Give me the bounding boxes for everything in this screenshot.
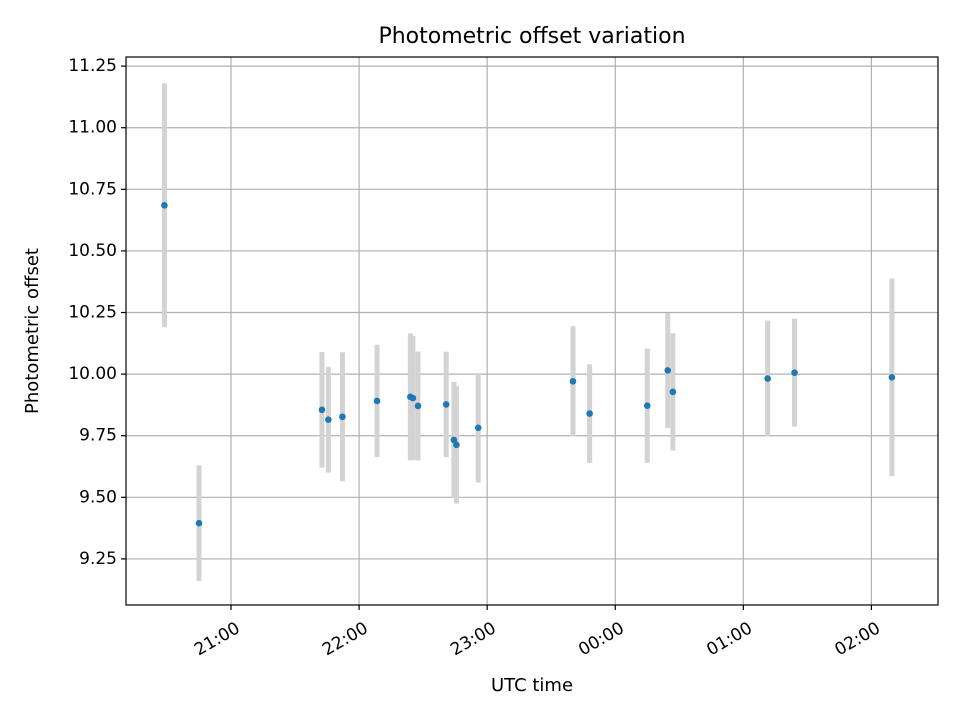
data-point-8 bbox=[414, 402, 422, 410]
data-point-19 bbox=[791, 369, 798, 376]
data-points bbox=[161, 202, 896, 527]
x-axis-label: UTC time bbox=[491, 675, 573, 696]
data-point-15 bbox=[643, 402, 651, 409]
data-point-4 bbox=[339, 413, 346, 421]
plot-frame bbox=[125, 56, 939, 606]
y-tick-label-2: 9.75 bbox=[79, 426, 117, 446]
data-point-20 bbox=[888, 374, 896, 381]
data-point-5 bbox=[373, 397, 381, 405]
data-point-11 bbox=[453, 441, 460, 449]
y-tick-label-1: 9.50 bbox=[79, 487, 117, 507]
data-point-3 bbox=[325, 416, 332, 424]
data-point-18 bbox=[764, 375, 771, 382]
data-point-1 bbox=[195, 519, 203, 527]
grid bbox=[126, 57, 938, 605]
y-tick-label-7: 11.00 bbox=[68, 118, 117, 138]
y-tick-label-6: 10.75 bbox=[68, 179, 117, 199]
y-tick-label-4: 10.25 bbox=[68, 303, 117, 323]
data-point-12 bbox=[474, 424, 482, 432]
data-point-2 bbox=[318, 406, 326, 414]
data-point-17 bbox=[669, 388, 677, 396]
data-point-14 bbox=[586, 410, 593, 417]
chart-title: Photometric offset variation bbox=[378, 24, 685, 49]
y-tick-label-3: 10.00 bbox=[68, 364, 117, 384]
data-point-10 bbox=[450, 436, 458, 444]
y-axis-label: Photometric offset bbox=[22, 248, 43, 414]
y-tick-label-5: 10.50 bbox=[68, 241, 117, 261]
data-point-16 bbox=[664, 367, 672, 374]
y-tick-label-8: 11.25 bbox=[68, 56, 117, 76]
data-point-7 bbox=[409, 394, 417, 402]
data-point-9 bbox=[442, 401, 450, 408]
y-tick-label-0: 9.25 bbox=[79, 549, 117, 569]
y-axis-ticks: 9.25 9.50 9.75 10.00 10.25 10.50 10.75 11.00 11.… bbox=[68, 56, 126, 569]
data-point-13 bbox=[569, 377, 577, 385]
data-point-0 bbox=[161, 202, 168, 209]
